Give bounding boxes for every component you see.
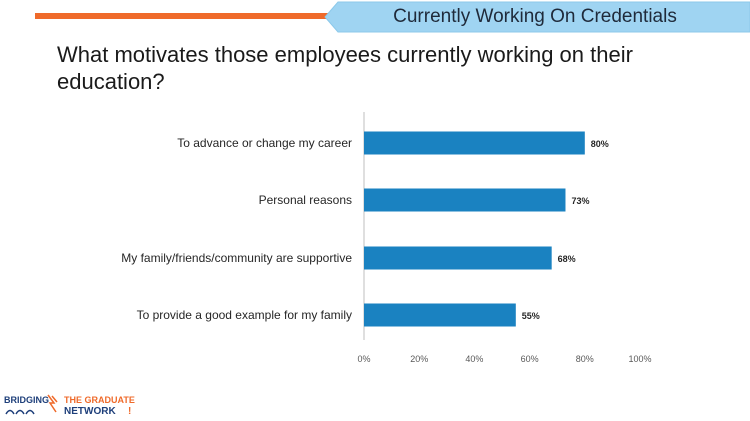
x-tick-label-2: 40% xyxy=(465,354,483,364)
bar-0 xyxy=(364,131,585,155)
section-tab: Currently Working On Credentials xyxy=(324,1,750,33)
x-tick-label-3: 60% xyxy=(521,354,539,364)
data-label-0: 80% xyxy=(591,139,609,149)
x-tick-label-4: 80% xyxy=(576,354,594,364)
category-label-1: Personal reasons xyxy=(259,193,352,207)
bridging-graduate-network-logo: BRIDGING THE GRADUATE NETWORK ! xyxy=(4,394,135,417)
logo-bang: ! xyxy=(128,406,131,417)
data-label-3: 55% xyxy=(522,311,540,321)
x-tick-label-5: 100% xyxy=(628,354,651,364)
logo-bridge-arcs xyxy=(5,409,35,415)
x-tick-label-0: 0% xyxy=(357,354,370,364)
bar-2 xyxy=(364,246,552,270)
logo-network-text: NETWORK xyxy=(64,406,116,417)
section-tab-label: Currently Working On Credentials xyxy=(393,6,677,27)
bar-1 xyxy=(364,188,566,212)
data-label-2: 68% xyxy=(558,254,576,264)
slide-title: What motivates those employees currently… xyxy=(57,42,633,94)
logo-graduate-text: THE GRADUATE xyxy=(64,395,135,405)
data-label-1: 73% xyxy=(571,196,589,206)
section-tab-shape xyxy=(324,1,750,33)
category-label-0: To advance or change my career xyxy=(177,136,352,150)
header-orange-rule xyxy=(35,13,340,19)
x-tick-label-1: 20% xyxy=(410,354,428,364)
logo-flame-mark xyxy=(47,394,58,413)
logo-bridging-text: BRIDGING xyxy=(4,395,49,405)
category-label-3: To provide a good example for my family xyxy=(137,308,352,322)
category-label-2: My family/friends/community are supporti… xyxy=(121,251,352,265)
bar-3 xyxy=(364,303,516,327)
